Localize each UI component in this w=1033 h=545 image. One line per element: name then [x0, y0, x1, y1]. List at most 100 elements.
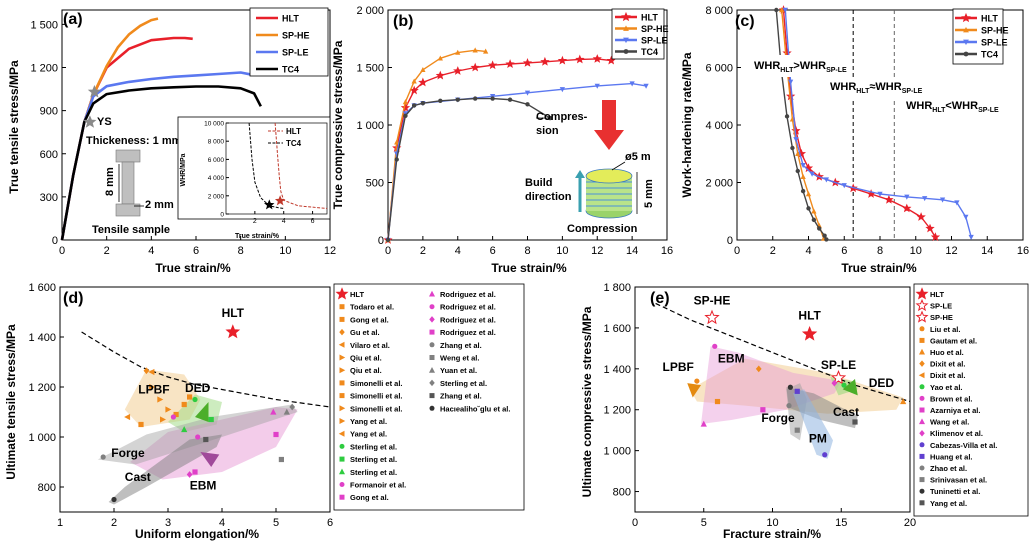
legend-marker-dixit-et-al — [918, 372, 925, 379]
data-point-tc4 — [806, 206, 811, 211]
legend-label-qiu-et-al: Qiu et al. — [350, 354, 382, 363]
x-tick-label: 10 — [556, 245, 568, 257]
data-point-hlt — [884, 194, 894, 204]
data-point-hlt — [540, 56, 550, 66]
legend-label-dixit-et-al: Dixit et al. — [930, 371, 965, 380]
panel-a-xlabel: True strain/% — [155, 261, 231, 275]
direction-label: direction — [525, 191, 572, 203]
panel-b: 0 2 4 6 8 10 12 14 16 0 500 1 000 1 500 2 000 (b) Tru… — [331, 5, 673, 275]
panel-a-legend — [249, 7, 329, 77]
x-tick-label: 2 — [104, 245, 110, 257]
data-point-klimenov-et-al — [831, 379, 838, 387]
data-point-sp-le — [954, 200, 960, 206]
legend-marker-sp-le — [623, 37, 629, 44]
inset-frame — [177, 116, 331, 220]
data-point-tuninetti-et-al — [787, 384, 793, 390]
data-point-tc4 — [824, 237, 829, 242]
ys-label: YS — [97, 116, 112, 128]
legend-marker-sterling-et-al — [339, 443, 345, 449]
y-tick-label: 800 — [613, 487, 631, 499]
data-point-hlt — [606, 55, 616, 65]
legend-label-tc4: TC4 — [641, 47, 658, 57]
panel-e-ylabel: Ultimate compressive stress/MPa — [580, 306, 594, 497]
compression-sample-drawing — [575, 100, 638, 219]
data-point-brown-et-al — [712, 343, 718, 349]
ded-arrow — [842, 379, 858, 396]
legend-label-tuninetti-et-al: Tuninetti et al. — [930, 487, 980, 496]
x-tick-label: 14 — [981, 245, 993, 257]
legend-marker-huo-et-al — [919, 348, 925, 355]
legend-marker-qiu-et-al — [339, 354, 346, 361]
inset-series-tc4 — [248, 122, 284, 209]
data-point-sp-le — [830, 369, 847, 385]
legend-label-hlt: HLT — [981, 14, 998, 24]
x-tick-label: 2 — [420, 245, 426, 257]
data-point-tc4 — [790, 145, 795, 151]
data-point-weng-et-al — [278, 456, 284, 463]
legend-label-sterling-et-al: Sterling et al. — [350, 442, 397, 451]
data-point-tc4 — [385, 237, 391, 243]
data-point-sp-he — [472, 47, 478, 53]
region-cast — [108, 434, 222, 505]
data-point-hlt — [453, 66, 463, 75]
data-point-sterling-et-al — [208, 416, 214, 423]
x-tick-label: 6 — [490, 245, 496, 257]
legend-label-zhang-et-al: Zhang et al. — [440, 392, 482, 401]
legend-marker-tc4 — [623, 49, 629, 54]
x-tick-label: 10 — [279, 245, 291, 257]
panel-a-ylabel: True tensile stress/MPa — [7, 60, 21, 194]
legend-label-cabezas-villa-et-al: Cabezas-Villa et al. — [930, 441, 997, 450]
data-point-sp-le — [877, 191, 883, 197]
legend-marker-gong-et-al — [339, 494, 345, 500]
legend-label-rodriguez-et-al: Rodriguez et al. — [440, 328, 496, 337]
y-tick-label: 1 000 — [28, 432, 56, 444]
data-point-todaro-et-al — [187, 394, 193, 400]
legend-label-klimenov-et-al: Klimenov et al. — [930, 429, 983, 438]
legend-label-sp-le: SP-LE — [981, 38, 1008, 48]
data-point-srinivasan-et-al — [794, 427, 800, 433]
data-point-tc4 — [490, 96, 495, 101]
panel-b-xlabel: True strain/% — [491, 261, 567, 275]
legend-marker-yang-et-al — [338, 430, 345, 437]
ys-marker — [83, 115, 97, 128]
y-tick-label: 1 500 — [356, 63, 384, 75]
legend-marker-brown-et-al — [919, 395, 925, 401]
panel-e-label: (e) — [650, 290, 670, 307]
panel-b-label: (b) — [393, 13, 413, 30]
data-point-rodriguez-et-al — [270, 408, 277, 415]
legend-marker-gautam-et-al — [919, 337, 925, 343]
y-tick-label: 1 200 — [30, 63, 58, 75]
panel-d-label: (d) — [63, 290, 83, 307]
data-point-azarniya-et-al — [760, 407, 766, 413]
legend-marker-formanoir-et-al — [339, 482, 345, 487]
data-point-tc4 — [817, 226, 822, 231]
legend-label-weng-et-al: Weng et al. — [440, 354, 479, 363]
y-tick-label: 300 — [40, 192, 58, 204]
legend-marker-hlt — [915, 287, 929, 300]
inset-y-tick-label: 2 000 — [208, 193, 225, 200]
data-point-sp-he — [779, 7, 785, 13]
plot-frame — [59, 286, 331, 513]
region-label-cast: Cast — [125, 470, 151, 484]
legend-marker-yao-et-al — [919, 384, 925, 390]
data-point-gong-et-al — [138, 421, 144, 428]
y-tick-label: 900 — [40, 106, 58, 118]
thickness-label: Thickeness: 1 mm — [86, 135, 182, 147]
diameter-label: ø5 m — [625, 151, 651, 163]
lpbf-arrow — [687, 383, 701, 398]
region-label-lpbf: LPBF — [663, 360, 694, 374]
legend-marker-huang-et-al — [919, 453, 925, 459]
panel-d-legend — [333, 283, 525, 511]
x-tick-label: 14 — [626, 245, 638, 257]
series-line-tc4 — [775, 9, 828, 240]
y-tick-label: 800 — [38, 482, 56, 494]
data-point-sp-le — [841, 183, 847, 189]
x-tick-label: 10 — [910, 245, 922, 257]
x-tick-label: 10 — [766, 517, 778, 529]
data-point-hlt — [575, 54, 585, 64]
region-label-sp-le: SP-LE — [821, 358, 856, 372]
series-line-sp-he — [60, 17, 159, 241]
y-tick-label: 1 400 — [28, 332, 56, 344]
x-tick-label: 12 — [591, 245, 603, 257]
legend-label-azarniya-et-al: Azarniya et al. — [930, 406, 980, 415]
